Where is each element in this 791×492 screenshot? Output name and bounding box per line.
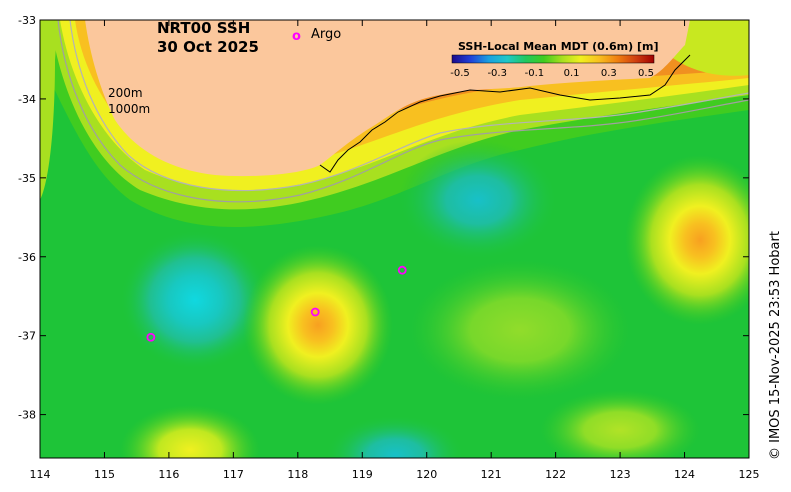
x-tick-label: 121	[481, 468, 502, 481]
colorbar-gradient	[451, 54, 655, 64]
x-tick-label: 120	[416, 468, 437, 481]
isobath-label-200m: 200m	[108, 86, 143, 100]
argo-floats	[146, 265, 407, 342]
y-axis: -33 -34 -35 -36 -37 -38	[18, 14, 749, 422]
x-axis: 114 115 116 117 118 119 120 121 122 123 124 125	[30, 20, 760, 481]
colorbar-tick-label: -0.1	[525, 68, 545, 79]
x-tick-label: 124	[674, 468, 695, 481]
x-tick-label: 125	[739, 468, 760, 481]
eddy-anticyclonic-central	[243, 245, 393, 405]
argo-float-marker	[397, 265, 407, 275]
y-tick-label: -34	[18, 93, 36, 106]
warm-patch-middle	[410, 260, 630, 400]
colorbar-ticks: -0.5 -0.3 -0.1 0.1 0.3 0.5	[450, 68, 654, 79]
plot-frame	[39, 19, 750, 459]
x-tick-label: 114	[30, 468, 51, 481]
colorbar-tick-label: -0.3	[487, 68, 507, 79]
eddy-cyclonic-south	[325, 415, 465, 458]
x-tick-label: 123	[610, 468, 631, 481]
isobath-1000m	[69, 20, 749, 192]
eddy-cyclonic-west	[120, 230, 270, 370]
eddy-cyclonic-central	[398, 140, 558, 260]
colorbar-tick-label: -0.5	[450, 68, 470, 79]
argo-legend-label: Argo	[311, 27, 341, 42]
map-title-product: NRT00 SSH	[157, 19, 250, 37]
y-tick-label: -36	[18, 251, 36, 264]
y-tick-label: -35	[18, 172, 36, 185]
x-tick-label: 122	[545, 468, 566, 481]
colorbar-tick-label: 0.3	[601, 68, 617, 79]
x-tick-label: 115	[94, 468, 115, 481]
x-tick-label: 117	[223, 468, 244, 481]
west-ridge	[40, 20, 58, 200]
y-tick-label: -37	[18, 330, 36, 343]
colorbar-tick-label: 0.5	[638, 68, 654, 79]
y-tick-label: -33	[18, 14, 36, 27]
argo-float-marker	[146, 332, 156, 342]
eddy-warm-southwest	[120, 405, 260, 458]
credit-text: © IMOS 15-Nov-2025 23:53 Hobart	[768, 231, 783, 460]
warm-patch-southeast	[540, 390, 700, 458]
colorbar-tick-label: 0.1	[564, 68, 580, 79]
coastline	[319, 54, 691, 173]
argo-float-marker	[310, 307, 320, 317]
map-title-date: 30 Oct 2025	[157, 38, 259, 56]
y-tick-label: -38	[18, 409, 36, 422]
x-tick-label: 116	[158, 468, 179, 481]
x-tick-label: 118	[287, 468, 308, 481]
x-tick-label: 119	[352, 468, 373, 481]
eddy-anticyclonic-east	[625, 155, 749, 325]
argo-legend-marker: o	[292, 29, 301, 44]
colorbar-title: SSH-Local Mean MDT (0.6m) [m]	[458, 40, 658, 53]
colorbar: SSH-Local Mean MDT (0.6m) [m] -0.5 -0.3 -0…	[450, 40, 658, 79]
plot-area	[40, 20, 749, 458]
isobath-200m	[57, 20, 749, 203]
isobath-label-1000m: 1000m	[108, 102, 150, 116]
